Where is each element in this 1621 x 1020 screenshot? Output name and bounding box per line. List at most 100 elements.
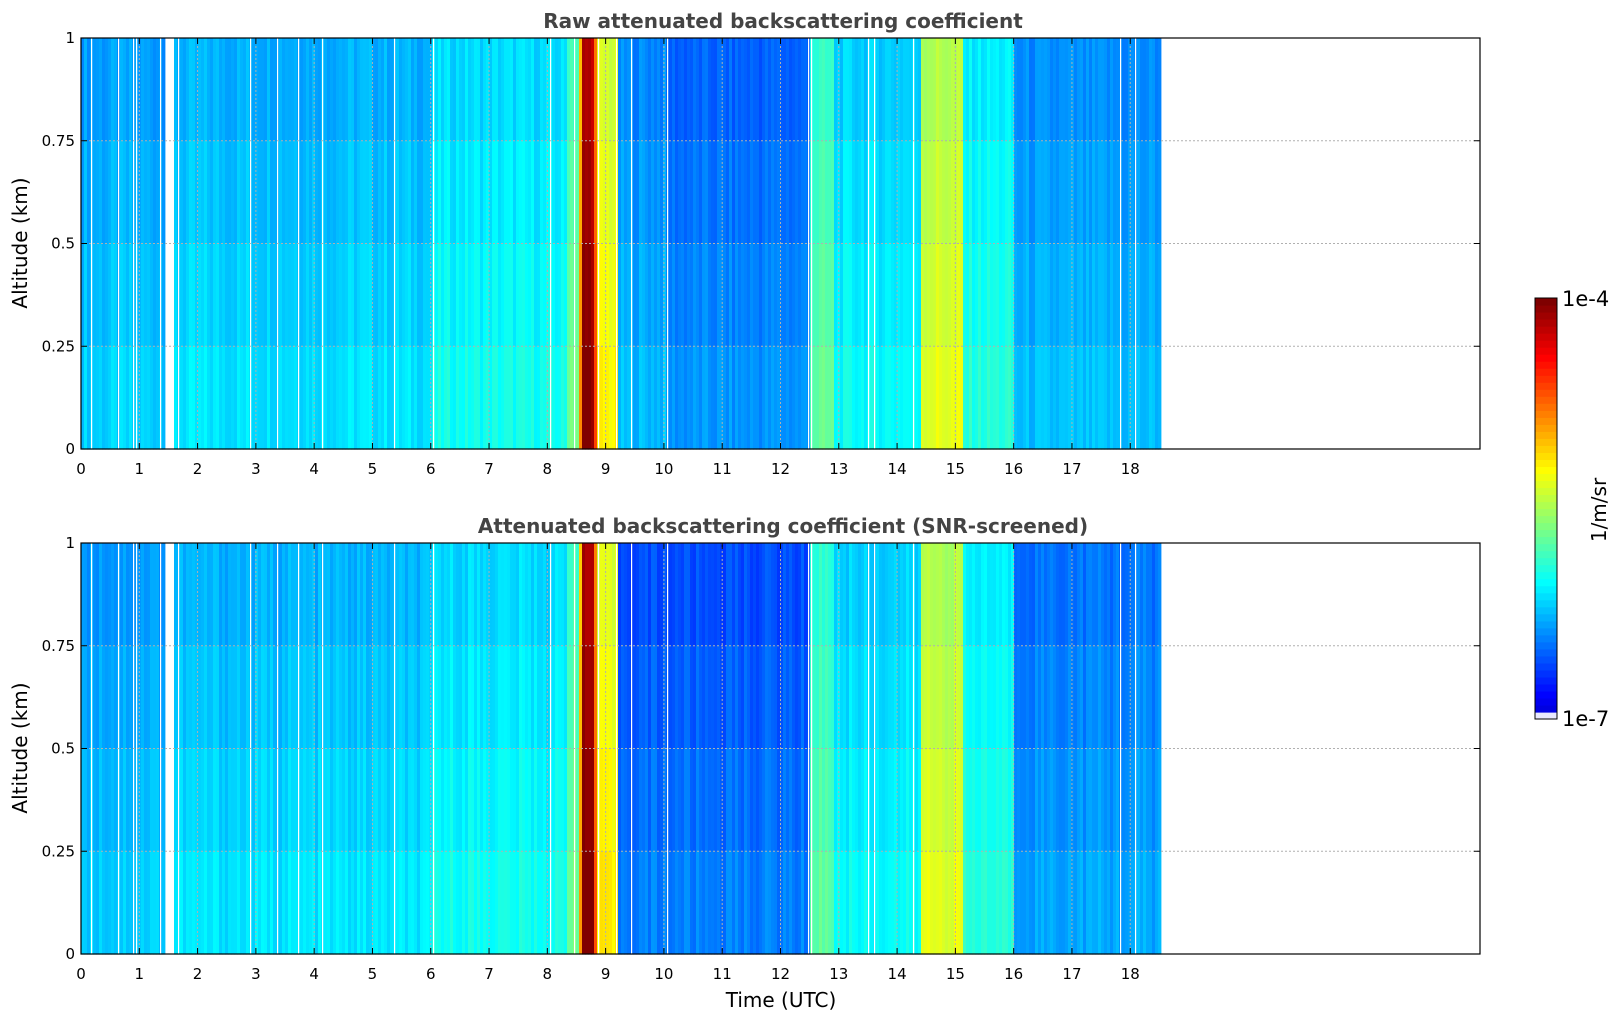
heatmap-cell [390, 851, 394, 955]
heatmap-cell [390, 38, 394, 142]
heatmap-cell [792, 140, 796, 245]
heatmap-cell [846, 38, 850, 142]
heatmap-cell [594, 543, 598, 647]
heatmap-cell [789, 140, 793, 245]
heatmap-cell [591, 346, 595, 450]
heatmap-cell [180, 346, 184, 450]
heatmap-cell [606, 645, 610, 750]
heatmap-cell [1011, 140, 1015, 245]
heatmap-cell [792, 543, 796, 647]
heatmap-cell [420, 748, 424, 852]
heatmap-cell [522, 346, 526, 450]
heatmap-cell [627, 140, 631, 245]
heatmap-cell [225, 140, 229, 245]
heatmap-cell [606, 38, 610, 142]
heatmap-cell [681, 645, 685, 750]
x-tick-label: 17 [1062, 965, 1081, 983]
colorbar-step [1535, 690, 1557, 699]
missing-profile-line [160, 38, 162, 449]
heatmap-cell [762, 748, 766, 852]
x-tick-label: 11 [713, 460, 732, 478]
heatmap-cell [633, 346, 637, 450]
heatmap-cell [852, 140, 856, 245]
heatmap-cell [675, 346, 679, 450]
heatmap-cell [243, 243, 247, 347]
colorbar-label: 1/m/sr [1587, 477, 1611, 542]
heatmap-cell [753, 851, 757, 955]
heatmap-cell [564, 346, 568, 450]
heatmap-cell [294, 140, 298, 245]
heatmap-cell [945, 38, 949, 142]
heatmap-cell [864, 543, 868, 647]
heatmap-cell [1014, 38, 1018, 142]
heatmap-cell [681, 243, 685, 347]
heatmap-cell [303, 645, 307, 750]
heatmap-cell [891, 851, 895, 955]
heatmap-cell [900, 543, 904, 647]
heatmap-cell [510, 645, 514, 750]
heatmap-cell [918, 38, 922, 142]
heatmap-cell [738, 748, 742, 852]
heatmap-cell [492, 38, 496, 142]
heatmap-cell [699, 243, 703, 347]
heatmap-cell [192, 346, 196, 450]
heatmap-cell [258, 140, 262, 245]
heatmap-cell [774, 543, 778, 647]
heatmap-cell [960, 140, 964, 245]
heatmap-cell [1059, 140, 1063, 245]
heatmap-cell [1086, 543, 1090, 647]
heatmap-cell [411, 38, 415, 142]
heatmap-cell [825, 243, 829, 347]
heatmap-cell [444, 140, 448, 245]
heatmap-cell [468, 748, 472, 852]
heatmap-cell [348, 851, 352, 955]
heatmap-cell [1068, 346, 1072, 450]
heatmap-cell [81, 543, 85, 647]
heatmap-cell [789, 346, 793, 450]
heatmap-cell [204, 543, 208, 647]
heatmap-cell [933, 38, 937, 142]
heatmap-cell [696, 851, 700, 955]
heatmap-cell [585, 748, 589, 852]
heatmap-cell [534, 243, 538, 347]
heatmap-cell [1038, 243, 1042, 347]
heatmap-cell [336, 140, 340, 245]
heatmap-cell [552, 346, 556, 450]
heatmap-cell [930, 851, 934, 955]
heatmap-cell [1020, 645, 1024, 750]
missing-profile-line [868, 543, 870, 954]
heatmap-cell [570, 346, 574, 450]
heatmap-cell [954, 851, 958, 955]
heatmap-cell [333, 748, 337, 852]
heatmap-cell [636, 243, 640, 347]
heatmap-cell [864, 851, 868, 955]
heatmap-cell [477, 543, 481, 647]
heatmap-cell [840, 243, 844, 347]
heatmap-cell [639, 748, 643, 852]
heatmap-cell [141, 748, 145, 852]
heatmap-cell [255, 140, 259, 245]
heatmap-cell [954, 38, 958, 142]
heatmap-cell [435, 346, 439, 450]
heatmap-cell [693, 851, 697, 955]
heatmap-cell [309, 645, 313, 750]
heatmap-cell [1023, 346, 1027, 450]
heatmap-cell [564, 748, 568, 852]
heatmap-cell [894, 243, 898, 347]
heatmap-cell [648, 243, 652, 347]
heatmap-cell [1107, 748, 1111, 852]
heatmap-cell [204, 140, 208, 245]
heatmap-cell [336, 346, 340, 450]
heatmap-cell [234, 243, 238, 347]
heatmap-cell [570, 851, 574, 955]
heatmap-cell [564, 851, 568, 955]
missing-profile-line [811, 38, 813, 449]
heatmap-cell [747, 140, 751, 245]
heatmap-cell [846, 346, 850, 450]
missing-profile-line [91, 38, 93, 449]
heatmap-cell [756, 851, 760, 955]
heatmap-cell [594, 243, 598, 347]
heatmap-cell [219, 140, 223, 245]
x-tick-label: 7 [484, 460, 494, 478]
heatmap-cell [585, 645, 589, 750]
